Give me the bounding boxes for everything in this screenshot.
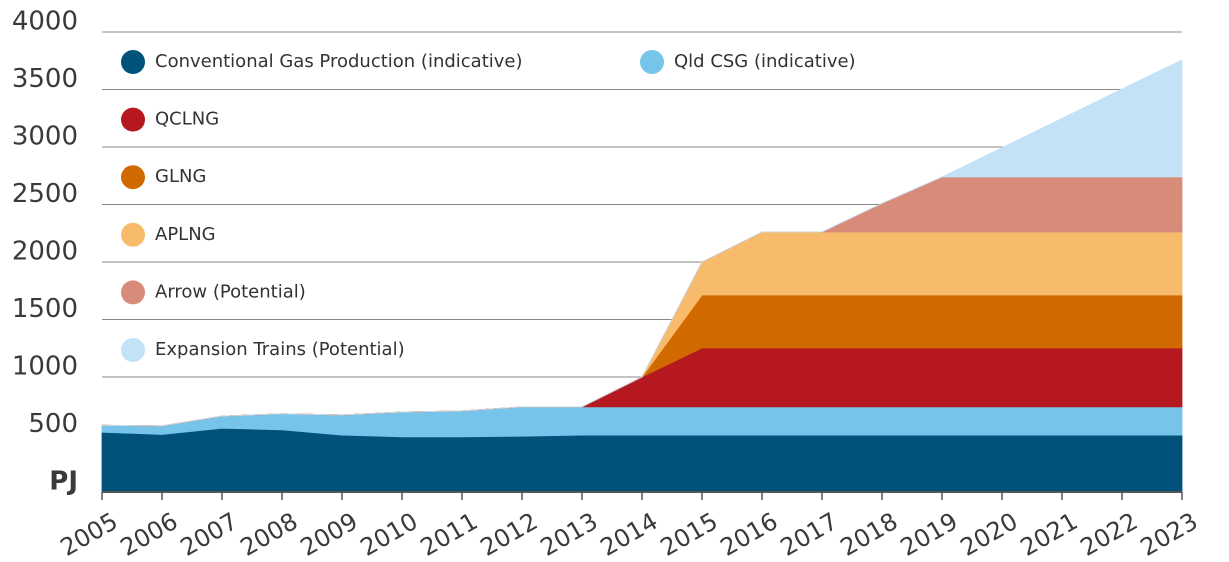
x-tick-label: 2021 (1016, 507, 1083, 562)
y-tick-label: 4000 (12, 7, 78, 37)
y-tick-label: 1000 (12, 352, 78, 382)
x-tick-label: 2011 (416, 507, 483, 562)
legend-label: QCLNG (155, 109, 219, 130)
legend-label: GLNG (155, 166, 206, 187)
legend-marker (640, 50, 664, 74)
x-tick-label: 2008 (236, 507, 303, 562)
y-tick-label: 500 (28, 409, 78, 439)
x-tick-label: 2015 (656, 507, 723, 562)
x-tick-label: 2014 (596, 507, 663, 562)
x-tick-label: 2017 (776, 507, 843, 562)
x-tick-label: 2007 (176, 507, 243, 562)
x-tick-label: 2006 (116, 507, 183, 562)
x-tick-label: 2012 (476, 507, 543, 562)
area (101, 427, 1183, 493)
y-tick-label: 3000 (12, 122, 78, 152)
y-tick-label: 1500 (12, 294, 78, 324)
y-tick-label: 2500 (12, 179, 78, 209)
legend-label: APLNG (155, 224, 216, 245)
legend-label: Expansion Trains (Potential) (155, 339, 405, 360)
y-tick-label: PJ (49, 467, 78, 497)
x-tick-label: 2019 (896, 507, 963, 562)
legend-marker (121, 338, 145, 362)
legend-marker (121, 107, 145, 132)
x-tick-label: 2013 (536, 507, 603, 562)
x-tick-label: 2018 (836, 507, 903, 562)
y-tick-label: 2000 (12, 237, 78, 267)
x-tick-label: 2023 (1136, 507, 1203, 562)
legend-label: Arrow (Potential) (155, 281, 306, 302)
x-tick-label: 2016 (716, 507, 783, 562)
legend-marker (121, 50, 145, 74)
x-tick-label: 2005 (56, 507, 123, 562)
x-tick-label: 2010 (356, 507, 423, 562)
legend-marker (121, 165, 145, 190)
y-tick-label: 3500 (12, 64, 78, 94)
x-tick-label: 2009 (296, 507, 363, 562)
x-tick-label: 2020 (956, 507, 1023, 562)
legend-marker (121, 280, 145, 305)
x-tick-label: 2022 (1076, 507, 1143, 562)
legend-label: Conventional Gas Production (indicative) (155, 51, 523, 72)
legend-label: Qld CSG (indicative) (674, 51, 856, 72)
legend-marker (121, 222, 145, 247)
area (101, 59, 1183, 427)
